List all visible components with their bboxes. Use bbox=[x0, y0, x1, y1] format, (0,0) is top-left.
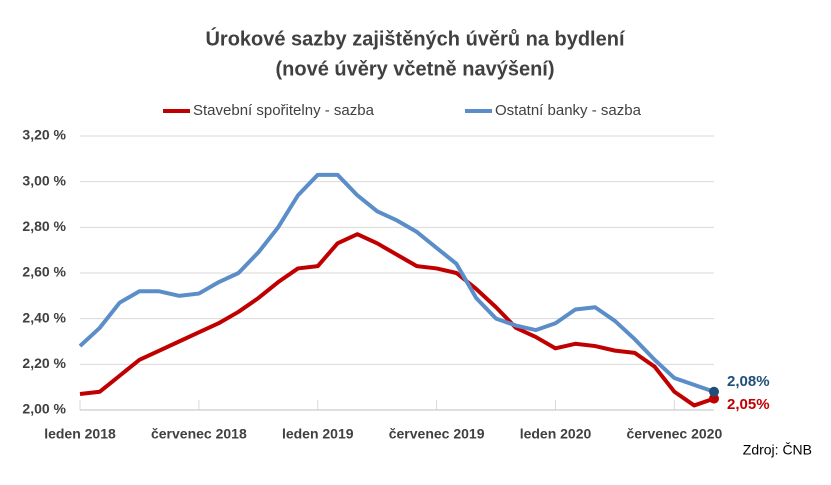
x-tick-label: červenec 2020 bbox=[626, 426, 722, 442]
chart-subtitle: (nové úvěry včetně navýšení) bbox=[275, 58, 554, 80]
source: Zdroj: ČNB bbox=[743, 442, 812, 458]
chart-title: Úrokové sazby zajištěných úvěrů na bydle… bbox=[205, 26, 625, 50]
end-marker bbox=[709, 393, 719, 404]
legend-label: Stavební spořitelny - sazba bbox=[193, 102, 375, 119]
value-label: 2,08% bbox=[727, 373, 770, 390]
y-tick-label: 2,40 % bbox=[22, 309, 66, 325]
series-line bbox=[78, 172, 715, 394]
y-tick-label: 3,20 % bbox=[22, 127, 66, 143]
x-tick-label: leden 2018 bbox=[44, 426, 116, 442]
x-tick-label: červenec 2018 bbox=[151, 426, 247, 442]
x-tick-label: leden 2020 bbox=[520, 426, 592, 442]
end-marker bbox=[709, 386, 719, 397]
y-tick-label: 3,00 % bbox=[22, 172, 66, 188]
series-line bbox=[79, 232, 715, 408]
y-tick-label: 2,20 % bbox=[22, 355, 66, 371]
value-label: 2,05% bbox=[727, 396, 770, 413]
legend-label: Ostatní banky - sazba bbox=[495, 102, 642, 119]
x-tick-label: červenec 2019 bbox=[389, 426, 485, 442]
y-tick-label: 2,60 % bbox=[22, 264, 66, 280]
x-tick-label: leden 2019 bbox=[282, 426, 354, 442]
y-tick-label: 2,00 % bbox=[22, 401, 66, 417]
y-tick-label: 2,80 % bbox=[22, 218, 66, 234]
